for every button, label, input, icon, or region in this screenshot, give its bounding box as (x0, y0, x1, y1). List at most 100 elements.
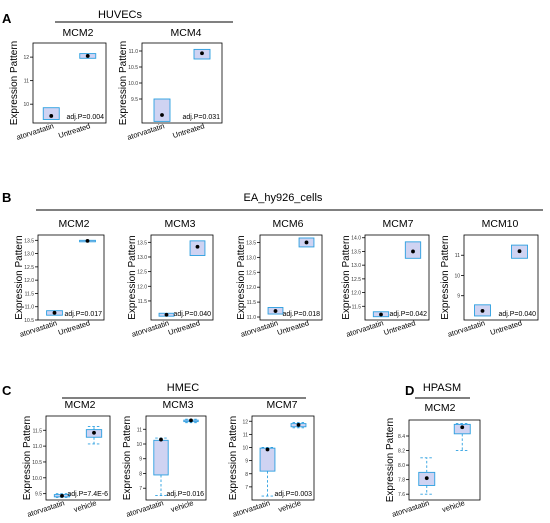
y-tick-label: 12.5 (137, 270, 147, 276)
box-atorvastatin (474, 304, 491, 317)
y-axis-label: Expression Pattern (341, 235, 352, 320)
plot-frame (408, 419, 481, 501)
y-axis-label: Expression Pattern (228, 416, 239, 501)
y-tick-label: 13.0 (246, 255, 256, 261)
group-label: HMEC (167, 382, 199, 394)
mean-point (159, 437, 163, 442)
y-tick-label: 11.5 (138, 299, 148, 305)
x-tick-label: atorvastatin (26, 498, 66, 519)
p-value-annotation: adj.P=0.004 (66, 114, 104, 121)
box-atorvastatin (42, 107, 60, 120)
y-tick-label: 7.8 (398, 478, 405, 484)
mean-point (379, 312, 383, 317)
x-tick-label: atorvastatin (446, 318, 486, 339)
y-axis-label: Expression Pattern (385, 418, 396, 503)
x-tick-label: vehicle (170, 498, 195, 514)
y-tick-label: 11 (137, 427, 142, 433)
p-value-annotation: adj.P=0.016 (166, 491, 204, 498)
chart-title: MCM7 (267, 399, 298, 411)
mean-point (85, 238, 90, 243)
chart-b-mcm3: MCM3 Expression Pattern 11.5 12.0 12.5 13.0 13… (127, 218, 214, 339)
box-atorvastatin (46, 310, 63, 316)
y-tick-label: 13.5 (246, 240, 256, 246)
box-iqr (42, 107, 60, 120)
y-tick-label: 11 (455, 253, 460, 259)
chart-title: MCM4 (171, 27, 202, 39)
y-tick-label: 14.0 (351, 236, 361, 242)
y-tick-label: 10.5 (24, 318, 34, 324)
box-iqr (153, 439, 169, 476)
mean-point (517, 249, 522, 254)
y-axis-label: Expression Pattern (9, 41, 20, 126)
box-Untreated (79, 53, 97, 59)
mean-point (411, 249, 415, 254)
y-tick-label: 11.0 (25, 305, 35, 311)
y-tick-label: 10.0 (32, 476, 42, 482)
box-Untreated (79, 238, 96, 243)
y-tick-label: 10.5 (128, 65, 138, 71)
mean-point (296, 423, 301, 427)
x-tick-label: atorvastatin (125, 498, 165, 519)
mean-point (273, 309, 278, 313)
y-tick-label: 8.4 (398, 434, 405, 440)
panel-letter: A (2, 11, 12, 26)
x-tick-label: atorvastatin (126, 121, 166, 142)
chart-a-mcm4: MCM4 Expression Pattern 9.5 10.0 10.5 11.0 ato… (118, 27, 223, 142)
box-iqr (153, 98, 171, 122)
chart-b-mcm10: MCM10 Expression Pattern 9 10 11 atorvastatin… (440, 218, 539, 339)
panel-letter: D (405, 383, 414, 398)
y-tick-label: 9.5 (131, 97, 138, 103)
chart-c-mcm2: MCM2 Expression Pattern 9.5 10.0 10.5 11.0 11.… (22, 399, 111, 519)
mean-point (49, 114, 54, 118)
x-tick-label: Untreated (489, 318, 523, 337)
mean-point (424, 476, 429, 481)
y-tick-label: 9 (139, 457, 142, 463)
x-tick-label: Untreated (57, 318, 91, 337)
y-tick-label: 11.5 (352, 304, 362, 310)
y-tick-label: 12 (23, 55, 29, 61)
chart-b-mcm7: MCM7 Expression Pattern 11.5 12.0 12.5 13.0 13… (341, 218, 430, 339)
y-tick-label: 7 (139, 486, 142, 492)
panel-b-header: B EA_hy926_cells (2, 190, 543, 211)
x-tick-label: Untreated (383, 318, 417, 337)
y-tick-label: 12.5 (351, 277, 361, 283)
y-axis-label: Expression Pattern (236, 235, 247, 320)
p-value-annotation: adj.P=0.018 (282, 311, 320, 318)
y-tick-label: 10 (242, 446, 248, 452)
group-label: HPASM (423, 382, 461, 394)
chart-a-mcm2: MCM2 Expression Pattern 10 11 12 atorvastatin… (9, 27, 107, 142)
mean-point (265, 447, 270, 452)
y-tick-label: 12.0 (351, 291, 361, 297)
box-atorvastatin (418, 457, 436, 495)
p-value-annotation: adj.P=0.003 (274, 491, 312, 498)
box-atorvastatin (153, 437, 169, 497)
y-tick-label: 8.2 (398, 449, 405, 455)
x-tick-label: vehicle (73, 498, 98, 514)
box-vehicle (290, 422, 307, 429)
box-vehicle (183, 418, 199, 424)
y-tick-label: 11 (24, 79, 29, 85)
y-tick-label: 12.0 (246, 285, 256, 291)
y-tick-label: 12.5 (24, 265, 34, 271)
chart-title: MCM3 (165, 218, 196, 230)
chart-title: MCM3 (163, 399, 194, 411)
y-tick-label: 13.5 (137, 240, 147, 246)
box-vehicle (85, 426, 103, 445)
panel-letter: C (2, 383, 12, 398)
p-value-annotation: adj.P=0.040 (498, 311, 536, 318)
panel-a-header: A HUVECs (2, 9, 233, 26)
box-atorvastatin (158, 312, 175, 317)
p-value-annotation: adj.P=0.042 (389, 311, 427, 318)
panel-d-header: D HPASM (405, 382, 470, 399)
p-value-annotation: adj.P=0.017 (64, 311, 102, 318)
box-iqr (259, 447, 276, 472)
y-tick-label: 11.5 (33, 428, 43, 434)
y-tick-label: 7.6 (398, 492, 405, 498)
y-axis-label: Expression Pattern (440, 235, 451, 320)
y-axis-label: Expression Pattern (127, 235, 138, 320)
box-atorvastatin (372, 311, 390, 318)
y-axis-label: Expression Pattern (22, 416, 33, 501)
p-value-annotation: adj.P=0.031 (182, 114, 220, 121)
